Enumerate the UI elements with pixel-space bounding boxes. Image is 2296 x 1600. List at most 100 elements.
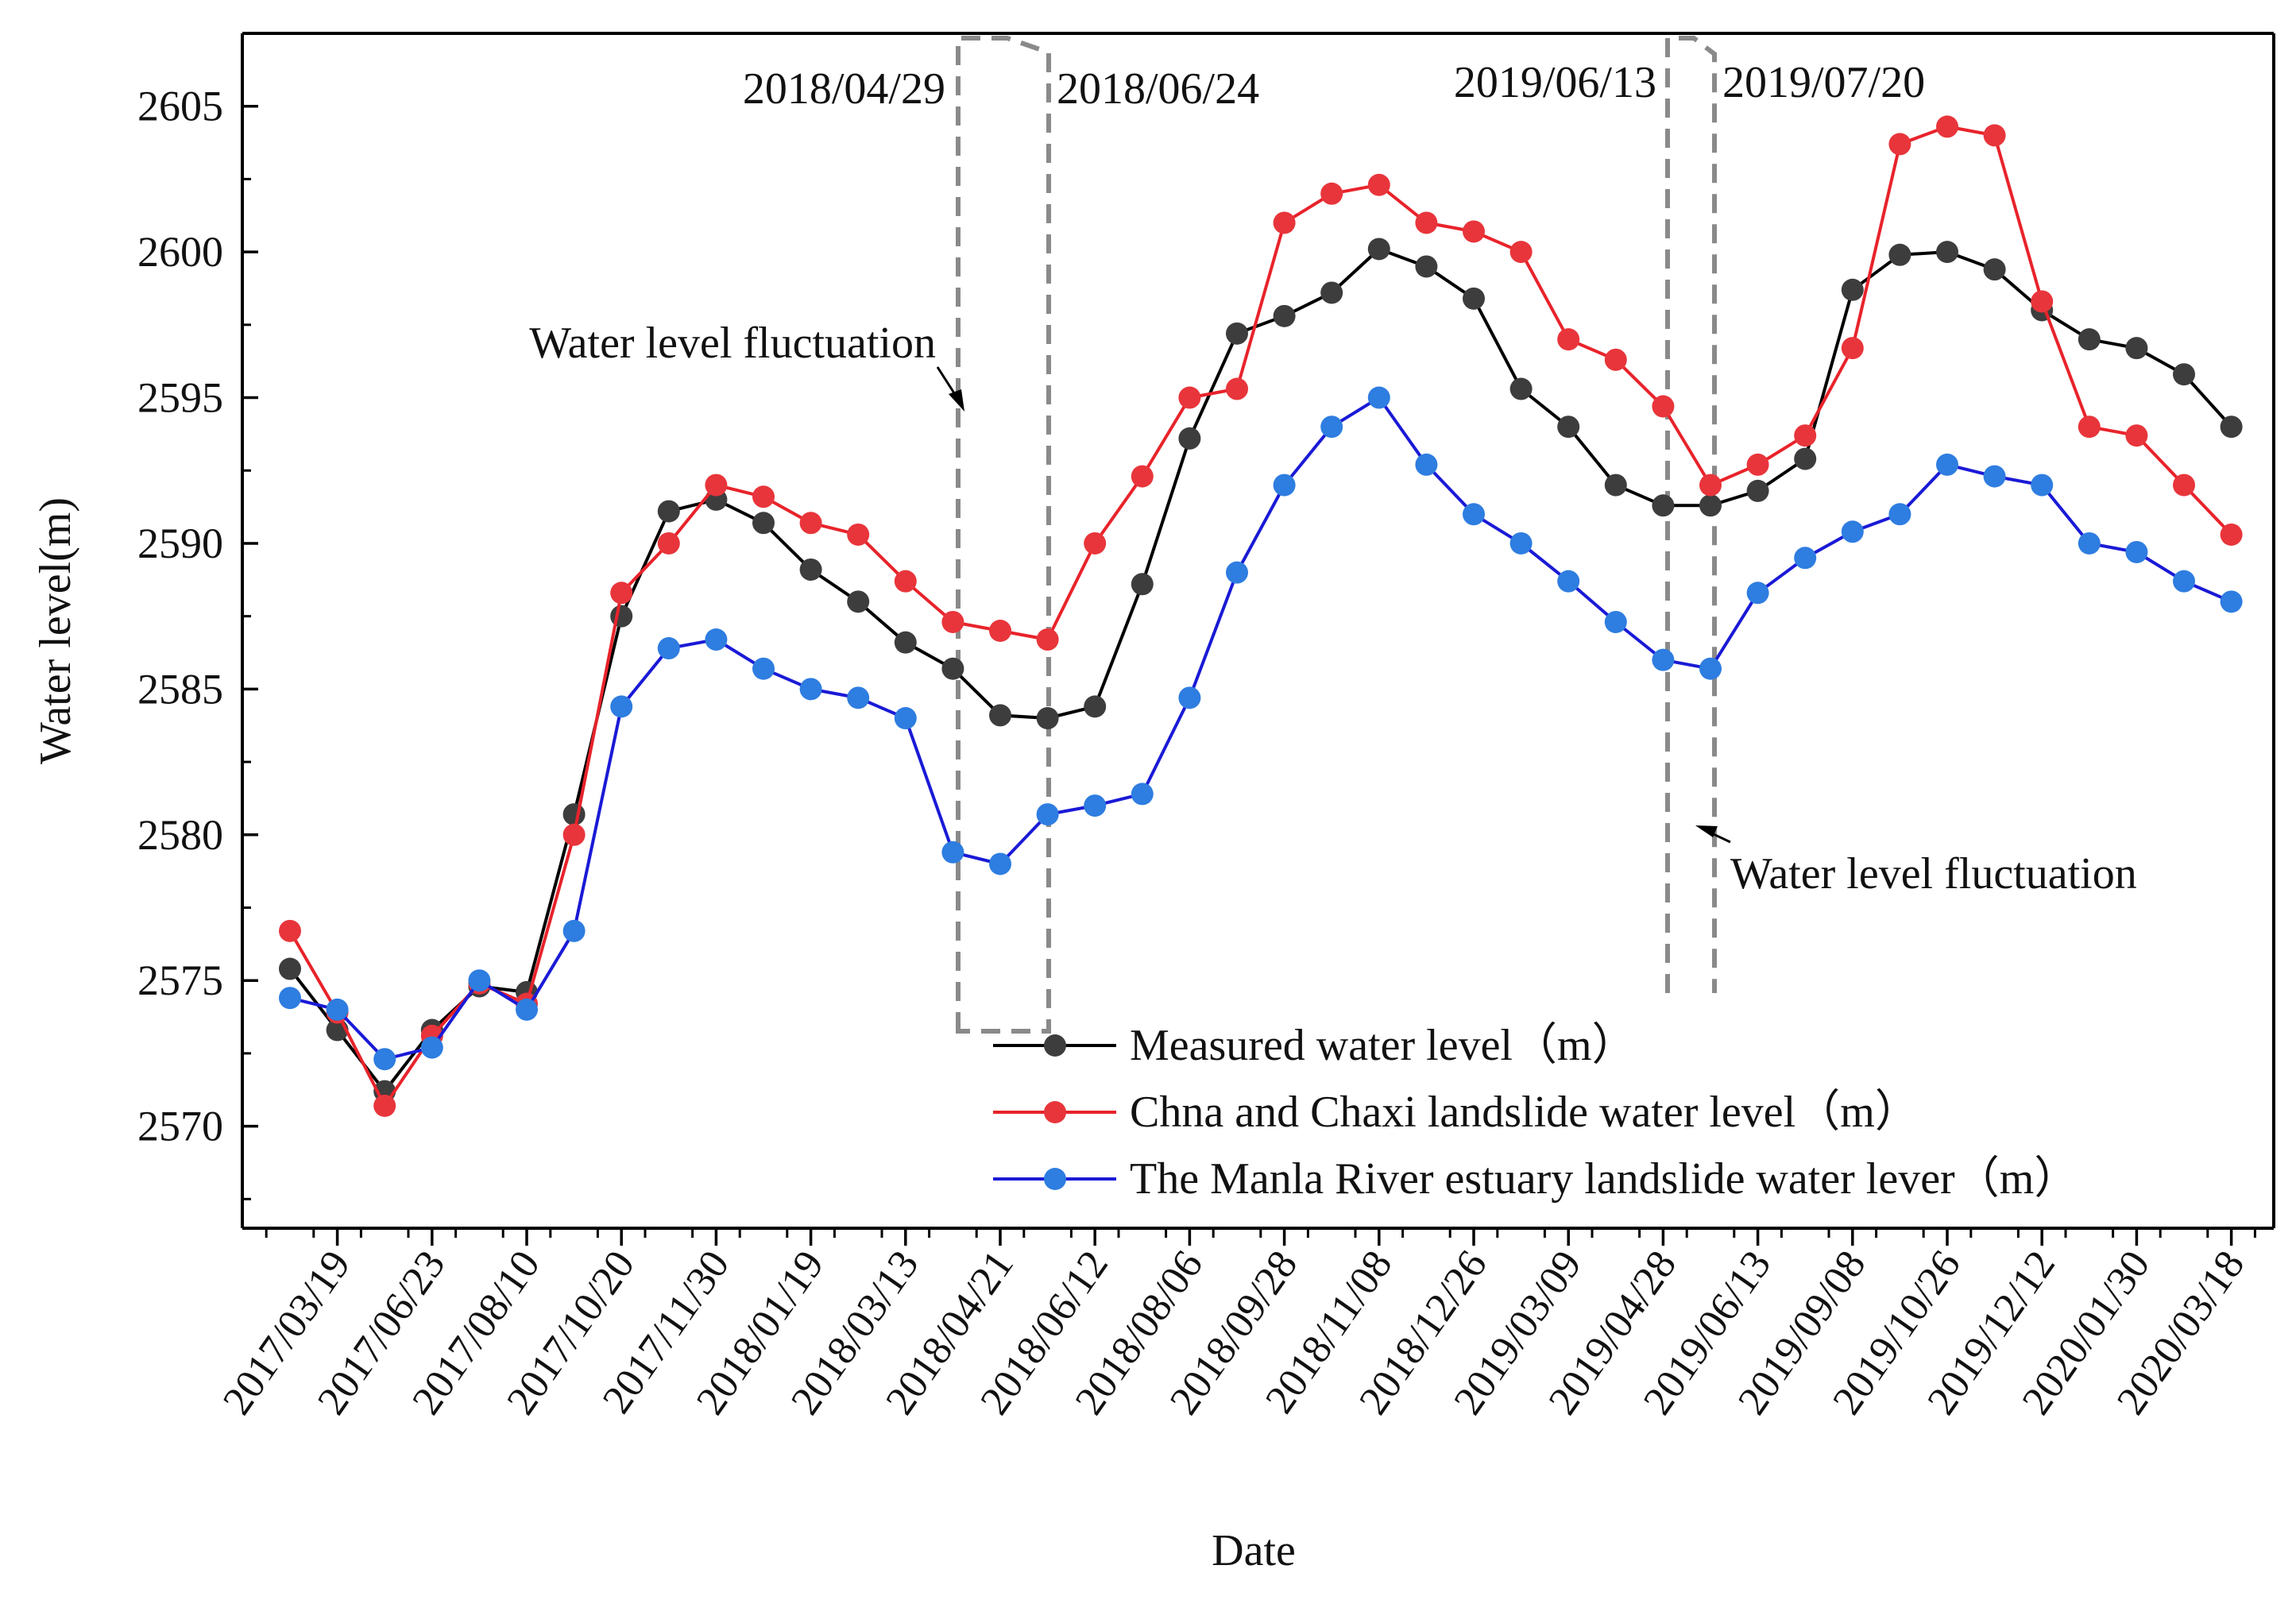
data-point-measured <box>799 558 822 581</box>
annotation-fluctuation-2019: Water level fluctuation <box>1730 849 2137 899</box>
legend-marker-chna-chaxi <box>1044 1101 1066 1123</box>
data-point-manla <box>2125 540 2148 563</box>
data-point-chna-chaxi <box>1652 395 1675 418</box>
data-point-measured <box>847 590 870 613</box>
y-tick-label: 2595 <box>137 374 223 422</box>
data-point-measured <box>1888 243 1911 266</box>
data-point-measured <box>1273 304 1296 327</box>
data-point-measured <box>1841 278 1864 301</box>
annotation-date-2018-06-24: 2018/06/24 <box>1057 64 1259 114</box>
data-point-chna-chaxi <box>1036 628 1059 651</box>
data-point-chna-chaxi <box>562 823 586 846</box>
data-point-measured <box>657 500 680 523</box>
data-point-manla <box>468 969 491 992</box>
data-point-chna-chaxi <box>1699 473 1722 497</box>
data-point-chna-chaxi <box>705 473 728 497</box>
data-point-chna-chaxi <box>847 523 870 546</box>
data-point-measured <box>2220 415 2243 439</box>
data-point-manla <box>1888 503 1911 526</box>
legend-item-manla: The Manla River estuary landslide water … <box>993 1154 2078 1204</box>
data-point-manla <box>373 1048 396 1071</box>
data-point-chna-chaxi <box>1226 377 1248 400</box>
data-point-chna-chaxi <box>1415 211 1438 234</box>
data-point-manla <box>1841 520 1864 543</box>
data-point-chna-chaxi <box>2031 290 2054 313</box>
y-tick-label: 2600 <box>137 228 223 276</box>
data-point-measured <box>1084 695 1107 718</box>
data-point-chna-chaxi <box>373 1094 396 1117</box>
data-point-measured <box>1794 447 1817 470</box>
data-point-manla <box>2173 570 2195 593</box>
data-point-manla <box>1604 610 1627 633</box>
annotation-date-2019-07-20: 2019/07/20 <box>1722 58 1925 107</box>
data-point-chna-chaxi <box>1557 328 1580 351</box>
data-point-chna-chaxi <box>894 570 917 593</box>
data-point-measured <box>1746 479 1769 502</box>
data-point-manla <box>516 998 538 1021</box>
data-point-manla <box>894 707 917 730</box>
data-point-chna-chaxi <box>610 582 633 605</box>
series-layer <box>279 115 2243 1117</box>
data-point-measured <box>1178 427 1201 450</box>
data-point-chna-chaxi <box>1367 173 1390 196</box>
plot-area <box>241 32 2275 1230</box>
data-point-manla <box>1226 561 1248 584</box>
data-point-chna-chaxi <box>1936 115 1958 138</box>
data-point-measured <box>1652 494 1675 517</box>
legend-item-measured: Measured water level（m） <box>993 1021 1637 1070</box>
data-point-measured <box>1699 494 1722 517</box>
data-point-measured <box>1509 377 1533 400</box>
legend-marker-manla <box>1044 1168 1066 1190</box>
data-point-chna-chaxi <box>1983 124 2006 147</box>
x-axis-ticks: 2017/03/192017/06/232017/08/102017/10/20… <box>215 1228 2256 1423</box>
data-point-manla <box>1036 803 1059 826</box>
data-point-measured <box>941 657 964 680</box>
data-point-measured <box>989 704 1011 727</box>
legend-label-chna-chaxi: Chna and Chaxi landslide water level（m） <box>1130 1088 1919 1137</box>
data-point-manla <box>1794 547 1817 570</box>
data-point-manla <box>1320 415 1343 439</box>
data-point-manla <box>847 686 870 709</box>
data-point-measured <box>562 803 586 826</box>
legend-marker-measured <box>1044 1034 1066 1057</box>
data-point-measured <box>1463 287 1485 310</box>
data-point-manla <box>2220 590 2243 613</box>
y-tick-label: 2590 <box>137 520 223 567</box>
data-point-manla <box>1983 465 2006 488</box>
data-point-manla <box>2031 473 2054 497</box>
data-point-chna-chaxi <box>752 485 775 508</box>
data-point-measured <box>752 512 775 535</box>
data-point-measured <box>2078 328 2101 351</box>
data-point-measured <box>894 631 917 654</box>
data-point-manla <box>1936 453 1958 476</box>
data-point-measured <box>1036 707 1059 730</box>
data-point-chna-chaxi <box>1320 182 1343 205</box>
annotation-date-2019-06-13: 2019/06/13 <box>1454 58 1656 107</box>
data-point-measured <box>1226 322 1248 345</box>
data-point-measured <box>2173 363 2195 386</box>
data-point-manla <box>279 987 301 1010</box>
data-point-manla <box>420 1036 443 1059</box>
legend-label-measured: Measured water level（m） <box>1130 1021 1637 1070</box>
data-point-chna-chaxi <box>1273 211 1296 234</box>
data-point-measured <box>1367 238 1390 261</box>
data-point-manla <box>752 657 775 680</box>
data-point-manla <box>1084 794 1107 817</box>
data-point-chna-chaxi <box>2125 424 2148 447</box>
data-point-measured <box>1936 241 1958 264</box>
data-point-manla <box>1699 657 1722 680</box>
data-point-chna-chaxi <box>1084 531 1107 555</box>
data-point-manla <box>1273 473 1296 497</box>
data-point-measured <box>1983 258 2006 281</box>
legend-item-chna-chaxi: Chna and Chaxi landslide water level（m） <box>993 1088 1919 1137</box>
data-point-manla <box>1367 386 1390 409</box>
data-point-manla <box>1557 570 1580 593</box>
annotation-fluctuation-2018: Water level fluctuation <box>529 319 936 368</box>
arrowhead-2018 <box>949 389 964 412</box>
series-chna-chaxi <box>279 115 2243 1117</box>
data-point-chna-chaxi <box>2078 415 2101 439</box>
data-point-measured <box>279 957 301 980</box>
x-axis-title: Date <box>1212 1526 1296 1575</box>
y-axis-title: Water level(m) <box>31 497 80 764</box>
